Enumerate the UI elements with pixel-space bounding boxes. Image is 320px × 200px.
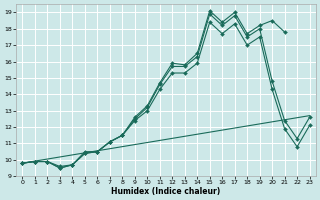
- X-axis label: Humidex (Indice chaleur): Humidex (Indice chaleur): [111, 187, 221, 196]
